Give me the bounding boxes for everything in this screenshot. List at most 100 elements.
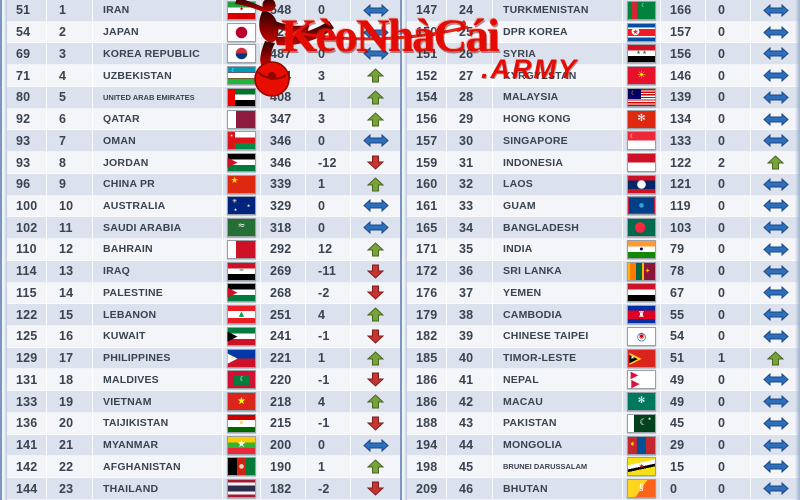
world-rank-cell: 51 bbox=[16, 3, 31, 18]
trend-cell bbox=[350, 239, 400, 260]
country-name: KUWAIT bbox=[103, 330, 146, 343]
trend-cell bbox=[750, 173, 800, 195]
change-cell: 1 bbox=[305, 173, 350, 195]
points-cell: 119 bbox=[660, 195, 705, 217]
country-name: UZBEKISTAN bbox=[103, 69, 172, 82]
country-name-cell: JAPAN bbox=[92, 21, 222, 43]
country-flag-icon: ★ bbox=[227, 435, 256, 455]
world-rank-cell: 80 bbox=[16, 90, 31, 105]
flag-emblem: ★ bbox=[630, 354, 635, 361]
country-name: PHILIPPINES bbox=[103, 352, 171, 365]
country-name-cell: AFGHANISTAN bbox=[92, 456, 222, 478]
flag-cell: ☾ bbox=[222, 369, 260, 391]
trend-cell bbox=[350, 152, 400, 173]
change-cell: 0 bbox=[305, 130, 350, 152]
country-flag-icon: ▲ bbox=[227, 305, 256, 325]
trend-same-icon bbox=[762, 286, 789, 300]
world-rank-cell: 114 bbox=[16, 264, 37, 279]
flag-cell: ● bbox=[222, 456, 260, 478]
flag-emblem: ☾ bbox=[639, 417, 648, 428]
trend-same-icon bbox=[762, 47, 789, 61]
table-row: 160 32 LAOS 121 0 bbox=[407, 173, 800, 196]
country-name: AUSTRALIA bbox=[103, 199, 166, 212]
table-row: 114 13 IRAQ ≈269 -11 bbox=[7, 260, 400, 283]
asia-rank-cell: 19 bbox=[46, 391, 92, 412]
country-name-cell: CHINA PR bbox=[92, 173, 222, 195]
change-cell: 0 bbox=[705, 239, 750, 260]
flag-emblem: ○ bbox=[636, 329, 647, 343]
flag-emblem: ✶ bbox=[638, 461, 645, 471]
country-flag-icon: ● ★ bbox=[627, 22, 656, 42]
trend-cell bbox=[350, 412, 400, 434]
country-flag-icon: ♜ bbox=[627, 305, 656, 325]
flag-emblem: ● bbox=[638, 201, 645, 209]
country-name-cell: BANGLADESH bbox=[492, 217, 622, 239]
change-cell: 0 bbox=[305, 195, 350, 217]
flag-cell: ☾ bbox=[622, 130, 660, 152]
world-rank-cell: 159 bbox=[416, 155, 438, 170]
flag-cell: ♛ bbox=[222, 412, 260, 434]
asia-rank-cell: 13 bbox=[46, 260, 92, 282]
table-row: 100 10 AUSTRALIA ✳ ★ ★ 329 0 bbox=[7, 195, 400, 218]
change-cell: 0 bbox=[305, 43, 350, 65]
table-row: 69 3 KOREA REPUBLIC 487 0 bbox=[7, 43, 400, 66]
trend-cell bbox=[350, 65, 400, 86]
asia-rank-cell: 28 bbox=[446, 86, 492, 108]
trend-down-icon bbox=[367, 285, 384, 301]
country-flag-icon: ★ bbox=[227, 174, 256, 194]
points-cell: 134 bbox=[660, 108, 705, 130]
change-cell: 0 bbox=[305, 0, 350, 21]
asia-rank-cell: 31 bbox=[446, 152, 492, 173]
country-name-cell: KUWAIT bbox=[92, 326, 222, 347]
trend-same-icon bbox=[762, 329, 789, 343]
country-flag-icon: ☾ bbox=[227, 66, 256, 86]
flag-emblem: ▲ bbox=[238, 310, 245, 319]
country-flag-icon: ● bbox=[627, 239, 656, 259]
flag-cell: ▶ bbox=[222, 152, 260, 173]
asia-rank-cell: 46 bbox=[446, 478, 492, 499]
country-name-cell: SRI LANKA bbox=[492, 260, 622, 282]
change-cell: -2 bbox=[305, 478, 350, 499]
country-name: VIETNAM bbox=[103, 395, 152, 408]
points-cell: 548 bbox=[260, 0, 305, 21]
world-rank-cell: 147 bbox=[416, 3, 438, 18]
country-name: OMAN bbox=[103, 134, 136, 147]
country-flag-icon bbox=[227, 44, 256, 64]
table-row: 186 42 MACAU ✻ 49 0 bbox=[407, 391, 800, 413]
country-name: BAHRAIN bbox=[103, 243, 153, 256]
world-rank-cell: 122 bbox=[16, 307, 38, 322]
world-rank-cell: 172 bbox=[416, 264, 438, 279]
asia-rank-cell: 40 bbox=[446, 347, 492, 369]
trend-same-icon bbox=[762, 416, 789, 430]
flag-cell: ☾ bbox=[622, 0, 660, 21]
country-flag-icon: ○ ◉ bbox=[627, 326, 656, 346]
country-name-cell: CAMBODIA bbox=[492, 304, 622, 326]
points-cell: 49 bbox=[660, 369, 705, 391]
table-row: 51 1 IRAN ✦ 548 0 bbox=[7, 0, 400, 22]
trend-cell bbox=[350, 456, 400, 478]
trend-same-icon bbox=[762, 373, 789, 387]
country-flag-icon: ♦ bbox=[627, 435, 656, 455]
country-name-cell: JORDAN bbox=[92, 152, 222, 173]
points-cell: 67 bbox=[660, 282, 705, 304]
points-cell: 190 bbox=[260, 456, 305, 478]
points-cell: 346 bbox=[260, 130, 305, 152]
points-cell: 269 bbox=[260, 260, 305, 282]
world-rank-cell: 152 bbox=[416, 68, 438, 83]
points-cell: 215 bbox=[260, 412, 305, 434]
flag-cell: ✶ bbox=[222, 130, 260, 152]
flag-cell: ● bbox=[622, 239, 660, 260]
trend-down-icon bbox=[367, 372, 384, 388]
flag-emblem: ✳ bbox=[231, 197, 238, 205]
change-cell: 0 bbox=[705, 21, 750, 43]
points-cell: 220 bbox=[260, 369, 305, 391]
country-name: TAIJIKISTAN bbox=[103, 417, 169, 430]
world-rank-cell: 133 bbox=[16, 394, 38, 409]
ranking-table-right: 147 24 TURKMENISTAN ☾ 166 0 150 25 DPR KOREA ● ★ 15… bbox=[400, 0, 800, 500]
trend-cell bbox=[750, 347, 800, 369]
change-cell: 0 bbox=[705, 86, 750, 108]
asia-rank-cell: 10 bbox=[46, 195, 92, 217]
trend-same-icon bbox=[362, 438, 389, 452]
points-cell: 103 bbox=[660, 217, 705, 239]
asia-rank-cell: 32 bbox=[446, 173, 492, 195]
